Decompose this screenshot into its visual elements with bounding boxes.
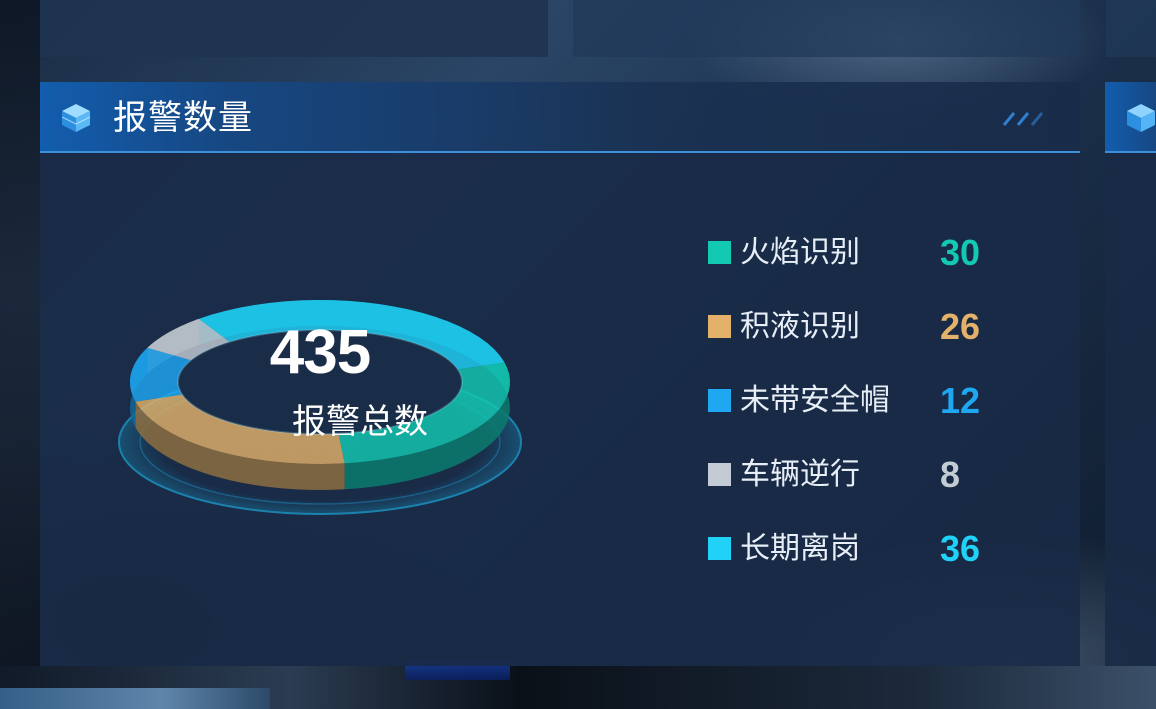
top-panel-partial (1106, 0, 1156, 57)
donut-slice (147, 318, 230, 361)
alarm-donut-chart (118, 300, 522, 515)
adjacent-panel (1105, 82, 1156, 666)
donut-slice-wall (135, 401, 345, 490)
legend-swatch (708, 315, 731, 338)
top-panel-partial (40, 0, 548, 57)
legend-swatch (708, 463, 731, 486)
cube-icon (61, 104, 91, 132)
background-bottom-glow (0, 688, 270, 709)
donut-slice (338, 362, 510, 464)
donut-slice-wall (344, 362, 510, 490)
adjacent-panel-header (1105, 82, 1156, 153)
legend-label: 长期离岗 (740, 531, 860, 566)
legend-item: 积液识别 26 (708, 306, 1028, 380)
donut-slice (130, 347, 191, 402)
legend-value: 26 (940, 306, 981, 347)
legend-value: 30 (940, 232, 981, 273)
legend-label: 火焰识别 (740, 235, 860, 270)
legend-swatch (708, 389, 731, 412)
alarm-total-label: 报警总数 (292, 402, 428, 442)
legend-item: 火焰识别 30 (708, 232, 1028, 306)
legend-value: 8 (940, 454, 961, 495)
legend-label: 未带安全帽 (740, 383, 890, 418)
legend-value: 36 (940, 528, 981, 569)
legend-swatch (708, 241, 731, 264)
legend-item: 未带安全帽 12 (708, 380, 1028, 454)
background-left-strip (0, 0, 40, 709)
alarm-total-value: 435 (269, 318, 371, 387)
legend-item: 长期离岗 36 (708, 528, 1028, 602)
panel-title: 报警数量 (113, 98, 253, 138)
donut-slice (198, 300, 505, 370)
donut-hole (177, 329, 463, 435)
header-decoration (1002, 112, 1044, 126)
top-panel-partial (573, 0, 1080, 57)
legend-value: 12 (940, 380, 981, 421)
chart-legend: 火焰识别 30 积液识别 26 未带安全帽 12 车辆逆行 8 长期离岗 36 (708, 232, 1028, 602)
donut-slice (135, 394, 345, 464)
legend-label: 车辆逆行 (740, 457, 860, 492)
legend-label: 积液识别 (740, 309, 860, 344)
legend-item: 车辆逆行 8 (708, 454, 1028, 528)
legend-swatch (708, 537, 731, 560)
cube-icon (1127, 104, 1155, 132)
panel-header: 报警数量 (40, 82, 1080, 153)
